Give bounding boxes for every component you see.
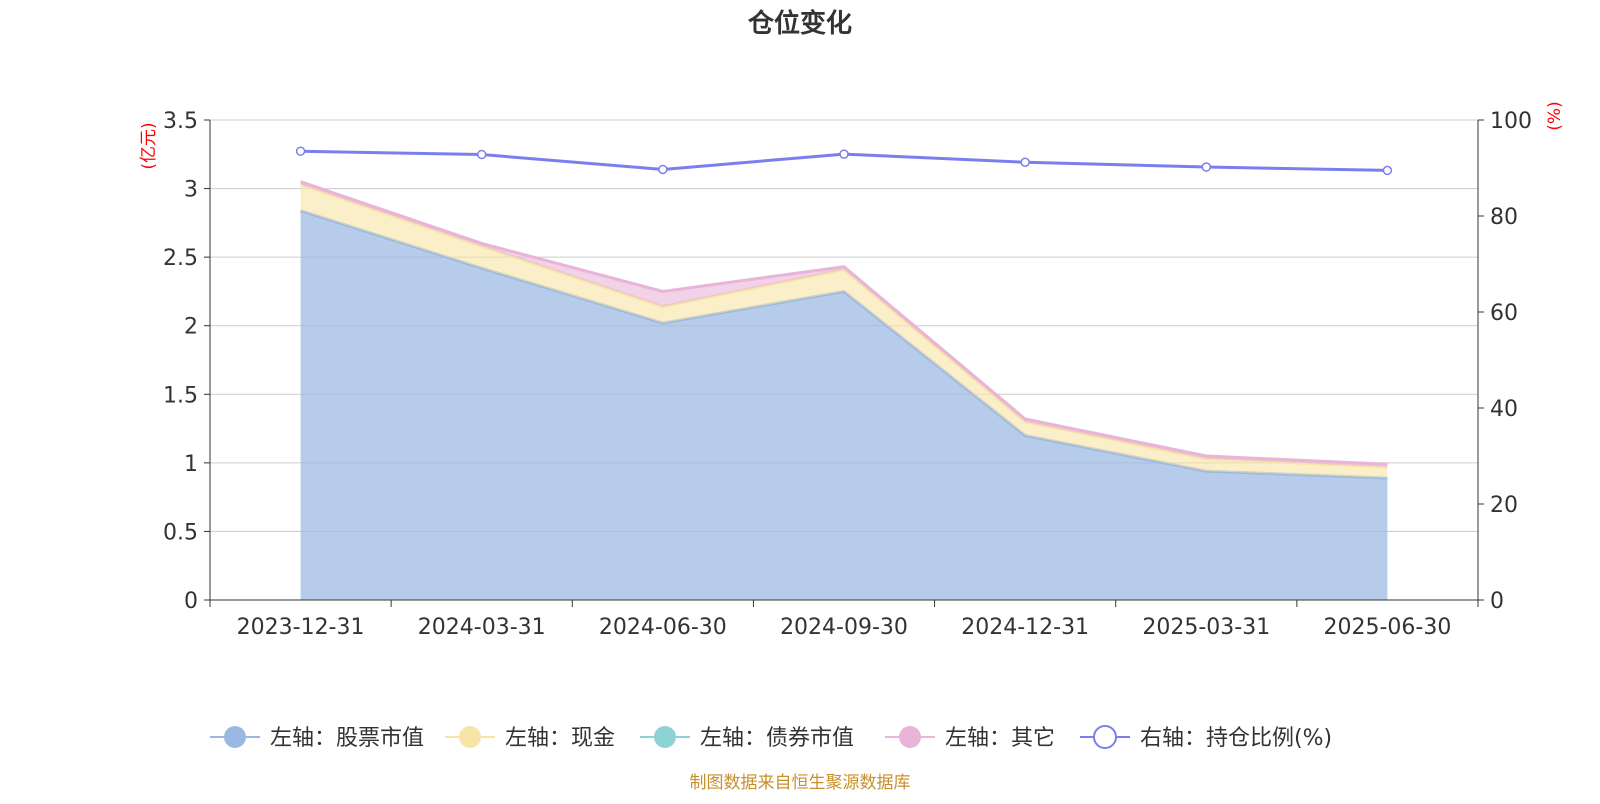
ratio-point (1020, 157, 1030, 167)
axes: 0 0.5 1 1.5 2 2.5 3 3.5 0 20 40 60 80 100 2023-12-31 20… (163, 109, 1532, 640)
left-axis-tick-label: 3 (184, 178, 198, 203)
chart-title: 仓位变化 (747, 8, 852, 39)
ratio-point (476, 149, 487, 160)
x-axis-tick-label: 2025-06-30 (1323, 615, 1451, 640)
x-axis-tick-label: 2024-06-30 (599, 615, 727, 640)
legend: 左轴：股票市值 左轴：现金 左轴：债券市值 左轴：其它 右轴：持仓比例(%) (210, 725, 1332, 751)
ratio-point (1382, 165, 1393, 176)
right-axis-tick-label: 100 (1490, 109, 1532, 134)
x-axis-tick-label: 2025-03-31 (1142, 615, 1270, 640)
left-axis-unit-label: (亿元) (139, 122, 159, 169)
legend-label: 右轴：持仓比例(%) (1140, 726, 1332, 751)
left-axis-tick-label: 2.5 (163, 246, 198, 271)
ratio-point (1201, 162, 1212, 172)
area-1 (300, 210, 1388, 600)
legend-marker (459, 726, 481, 748)
left-axis-tick-label: 2 (184, 315, 198, 340)
left-axis-tick-label: 0.5 (163, 520, 198, 545)
left-axis-tick-label: 1 (184, 452, 198, 477)
left-axis-tick-label: 1.5 (163, 383, 198, 408)
left-axis-tick-label: 0 (184, 589, 198, 614)
right-axis-unit-label: (%) (1545, 101, 1565, 130)
legend-marker (1093, 725, 1117, 749)
legend-label: 左轴：债券市值 (700, 726, 854, 751)
right-axis-tick-label: 0 (1490, 589, 1504, 614)
ratio-line (295, 146, 1393, 176)
x-axis-tick-label: 2024-09-30 (780, 615, 908, 640)
right-axis-tick-label: 40 (1490, 397, 1518, 422)
stacked-areas (300, 180, 1388, 600)
x-axis-tick-label: 2023-12-31 (237, 615, 365, 640)
x-axis-tick-label: 2024-03-31 (418, 615, 546, 640)
legend-label: 左轴：股票市值 (270, 726, 424, 751)
legend-label: 左轴：其它 (945, 726, 1055, 751)
ratio-point (658, 164, 668, 175)
legend-marker (224, 726, 246, 748)
legend-label: 左轴：现金 (505, 726, 615, 751)
right-axis-tick-label: 60 (1490, 301, 1518, 326)
legend-marker (654, 726, 676, 748)
legend-marker (899, 726, 921, 748)
right-axis-tick-label: 20 (1490, 493, 1518, 518)
x-axis-tick-label: 2024-12-31 (961, 615, 1089, 640)
ratio-point (839, 149, 849, 159)
source-note: 制图数据来自恒生聚源数据库 (690, 773, 911, 793)
area-edge-4 (300, 180, 1388, 466)
left-axis-tick-label: 3.5 (163, 109, 198, 134)
ratio-point (295, 146, 306, 156)
right-axis-tick-label: 80 (1490, 205, 1518, 230)
